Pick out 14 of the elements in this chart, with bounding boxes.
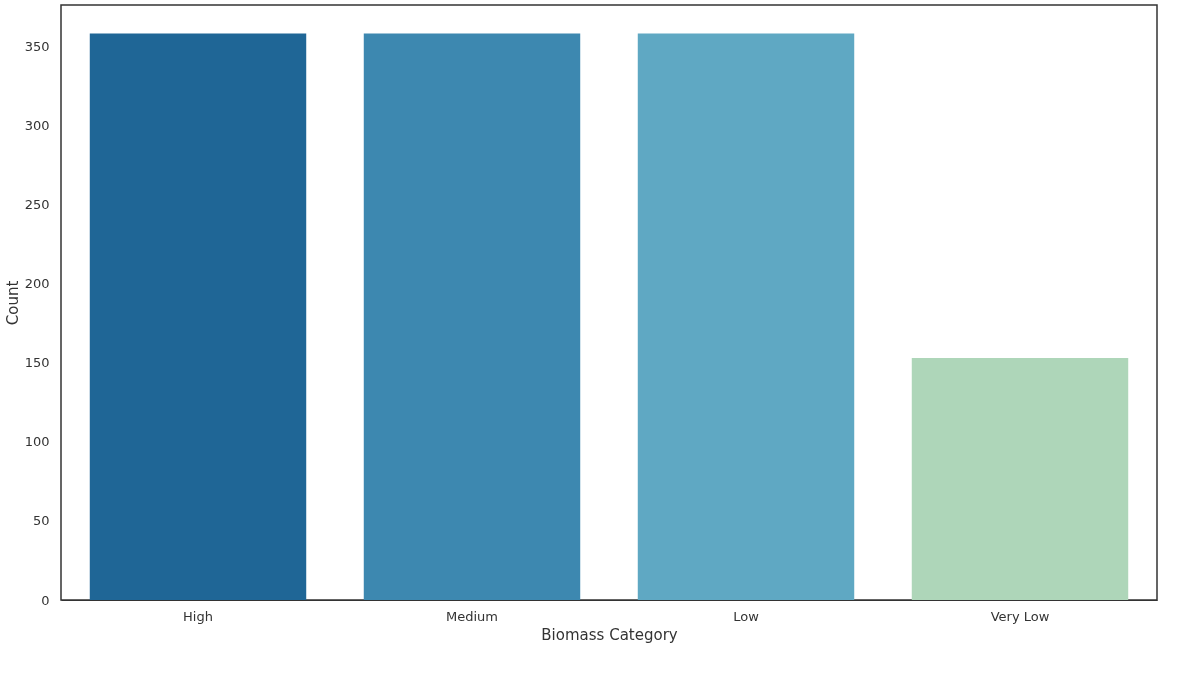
x-tick-label: Medium bbox=[446, 608, 498, 624]
y-tick-label: 100 bbox=[24, 434, 50, 450]
y-tick-label: 200 bbox=[24, 276, 50, 292]
x-tick-label: Low bbox=[733, 608, 760, 624]
y-tick-label: 300 bbox=[24, 117, 50, 133]
x-axis-title: Biomass Category bbox=[541, 625, 678, 644]
y-tick-label: 50 bbox=[32, 513, 50, 529]
x-tick-label: Very Low bbox=[990, 608, 1050, 624]
x-tick-label: High bbox=[183, 608, 213, 624]
y-tick-label: 350 bbox=[24, 38, 50, 54]
y-axis-title: Count bbox=[3, 280, 22, 326]
y-tick-label: 0 bbox=[41, 592, 50, 608]
y-tick-label: 250 bbox=[24, 196, 50, 212]
y-tick-label: 150 bbox=[24, 355, 50, 371]
